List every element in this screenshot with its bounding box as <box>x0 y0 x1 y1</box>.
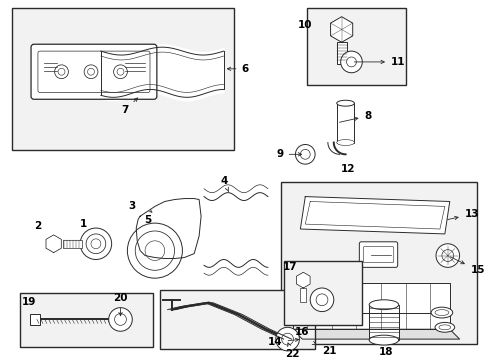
Polygon shape <box>300 197 449 234</box>
Bar <box>30 314 40 325</box>
Circle shape <box>87 68 94 75</box>
Text: 10: 10 <box>297 19 311 30</box>
Circle shape <box>86 234 105 253</box>
Bar <box>300 288 305 302</box>
Circle shape <box>84 65 98 78</box>
Text: 13: 13 <box>447 209 478 220</box>
Bar <box>283 261 362 325</box>
Text: 15: 15 <box>449 257 484 275</box>
Circle shape <box>91 239 101 249</box>
Text: 5: 5 <box>144 215 151 225</box>
Text: 21: 21 <box>311 341 336 356</box>
Circle shape <box>145 241 164 261</box>
Circle shape <box>127 223 182 278</box>
Circle shape <box>113 65 127 78</box>
Ellipse shape <box>336 100 354 106</box>
Bar <box>336 103 354 143</box>
Circle shape <box>135 231 174 270</box>
Text: 6: 6 <box>227 64 248 74</box>
Text: 7: 7 <box>122 98 137 115</box>
Circle shape <box>117 68 123 75</box>
Bar <box>306 8 405 85</box>
Bar <box>160 290 314 349</box>
FancyBboxPatch shape <box>359 242 397 267</box>
Ellipse shape <box>434 310 448 315</box>
Ellipse shape <box>438 325 450 330</box>
Circle shape <box>281 333 293 345</box>
Circle shape <box>55 65 68 78</box>
Bar <box>12 8 233 150</box>
Circle shape <box>435 244 459 267</box>
Circle shape <box>80 228 111 260</box>
Ellipse shape <box>368 300 398 310</box>
Circle shape <box>315 294 327 306</box>
Circle shape <box>346 57 356 67</box>
Text: 12: 12 <box>341 164 355 174</box>
Ellipse shape <box>368 335 398 345</box>
Polygon shape <box>292 283 449 329</box>
Polygon shape <box>292 329 459 339</box>
Circle shape <box>58 68 65 75</box>
Polygon shape <box>330 17 352 42</box>
Ellipse shape <box>430 307 452 318</box>
Circle shape <box>300 149 309 159</box>
Text: 16: 16 <box>294 327 308 337</box>
Circle shape <box>309 288 333 312</box>
Circle shape <box>295 144 314 164</box>
Bar <box>336 42 346 64</box>
Polygon shape <box>136 199 201 258</box>
Ellipse shape <box>434 323 454 332</box>
Circle shape <box>340 51 362 73</box>
Bar <box>20 293 153 347</box>
Circle shape <box>275 327 299 351</box>
Bar <box>280 182 476 344</box>
Polygon shape <box>296 272 309 288</box>
Text: 20: 20 <box>113 293 127 316</box>
Ellipse shape <box>336 140 354 145</box>
Text: 14: 14 <box>267 337 298 347</box>
Text: 1: 1 <box>80 219 86 229</box>
Text: 8: 8 <box>339 111 371 122</box>
Text: 19: 19 <box>22 297 37 307</box>
Text: 22: 22 <box>285 343 299 359</box>
Text: 3: 3 <box>128 201 135 211</box>
Polygon shape <box>46 235 61 253</box>
Circle shape <box>108 308 132 331</box>
Text: 11: 11 <box>353 57 405 67</box>
Text: 2: 2 <box>34 221 41 231</box>
FancyBboxPatch shape <box>31 44 157 99</box>
Text: 4: 4 <box>220 176 228 191</box>
Bar <box>368 305 398 340</box>
Text: 17: 17 <box>283 262 297 273</box>
Circle shape <box>114 314 126 325</box>
Circle shape <box>441 250 453 261</box>
Bar <box>62 240 82 248</box>
Text: 9: 9 <box>276 149 301 159</box>
Text: 18: 18 <box>378 347 393 357</box>
